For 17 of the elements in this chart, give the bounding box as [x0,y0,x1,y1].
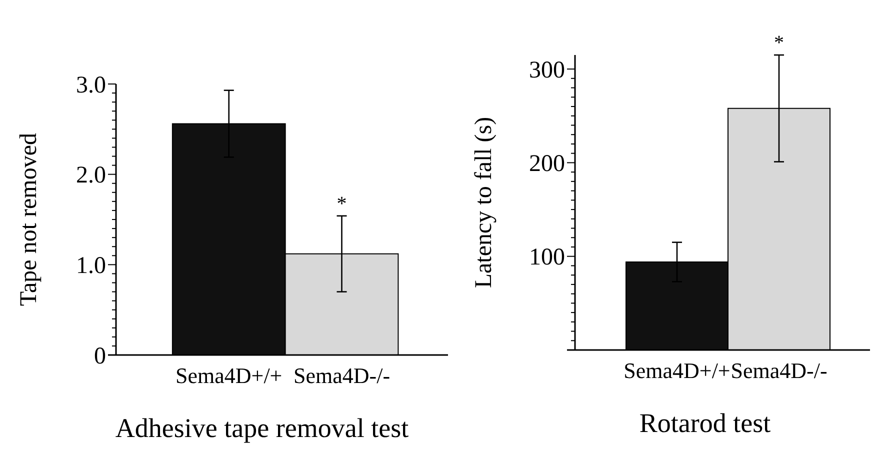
y-tick-label: 300 [529,57,565,84]
x-tick-label: Sema4D+/+ [176,363,282,388]
annotation: * [774,32,784,54]
y-axis-title: Tape not removed [16,133,42,306]
x-tick-label: Sema4D+/+ [624,358,730,383]
y-tick-label: 0 [94,343,106,370]
y-tick-label: 3.0 [76,72,106,98]
text: Adhesive tape removal test [115,413,410,443]
annotation: * [336,192,347,215]
y-tick-label: 100 [529,244,565,271]
y-tick-label: 2.0 [76,162,106,189]
x-tick-label: Sema4D-/- [293,363,390,388]
y-tick-label: 200 [529,151,565,178]
y-tick-label: 1.0 [76,253,106,280]
x-tick-label: Sema4D-/- [730,358,828,383]
y-axis-title: Latency to fall (s) [471,116,497,288]
text: Rotarod test [639,408,772,438]
